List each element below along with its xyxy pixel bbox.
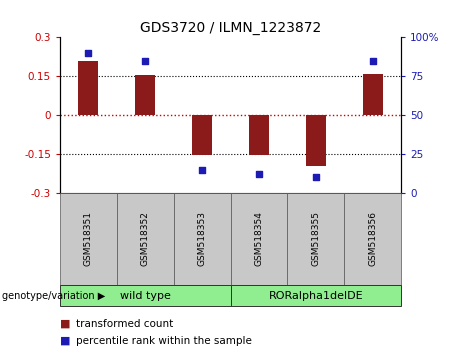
- Text: GSM518353: GSM518353: [198, 211, 207, 267]
- Point: [255, 171, 263, 177]
- Text: GSM518352: GSM518352: [141, 211, 150, 267]
- Title: GDS3720 / ILMN_1223872: GDS3720 / ILMN_1223872: [140, 21, 321, 35]
- Bar: [306, 115, 326, 166]
- Bar: [78, 61, 98, 115]
- Text: wild type: wild type: [120, 291, 171, 301]
- Bar: [192, 115, 212, 155]
- Text: GSM518354: GSM518354: [254, 211, 263, 267]
- Text: percentile rank within the sample: percentile rank within the sample: [76, 336, 252, 346]
- Point: [198, 167, 206, 172]
- Point: [142, 58, 149, 63]
- Text: GSM518356: GSM518356: [368, 211, 377, 267]
- Bar: [363, 74, 383, 115]
- Point: [369, 58, 376, 63]
- Bar: [135, 75, 155, 115]
- Text: GSM518355: GSM518355: [311, 211, 320, 267]
- Text: ■: ■: [60, 319, 71, 329]
- Point: [312, 175, 319, 180]
- Text: GSM518351: GSM518351: [84, 211, 93, 267]
- Text: genotype/variation ▶: genotype/variation ▶: [2, 291, 106, 301]
- Point: [85, 50, 92, 56]
- Bar: [249, 115, 269, 155]
- Text: transformed count: transformed count: [76, 319, 173, 329]
- Text: RORalpha1delDE: RORalpha1delDE: [268, 291, 363, 301]
- Text: ■: ■: [60, 336, 71, 346]
